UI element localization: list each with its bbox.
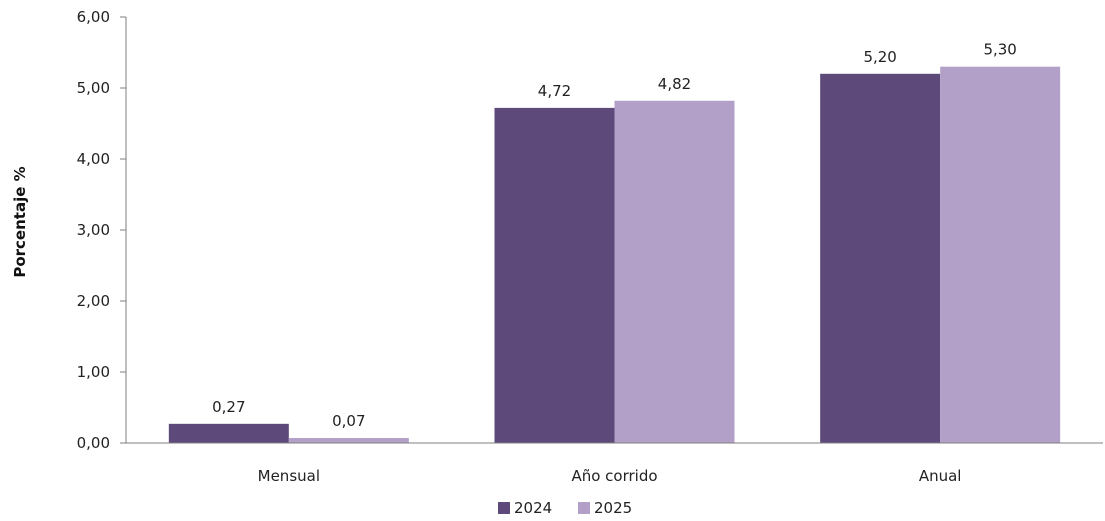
y-tick-label: 6,00	[77, 8, 110, 26]
y-tick-label: 2,00	[77, 292, 110, 310]
x-category-label: Mensual	[258, 467, 320, 485]
y-tick-label: 4,00	[77, 150, 110, 168]
data-label: 4,82	[658, 75, 691, 93]
bar-2024-1	[494, 107, 615, 443]
x-category-label: Anual	[919, 467, 962, 485]
x-category-label: Año corrido	[571, 467, 657, 485]
plot-area: 0,00 1,00 2,00 3,00 4,00 5,00 6,00 0,27 0,07 Mens…	[77, 8, 1103, 485]
bar-2025-1	[614, 100, 735, 443]
legend-label: 2025	[594, 499, 632, 517]
y-tick-label: 0,00	[77, 434, 110, 452]
data-label: 0,27	[212, 398, 245, 416]
data-label: 0,07	[332, 412, 365, 430]
data-label: 4,72	[538, 82, 571, 100]
legend-swatch-2025	[578, 502, 590, 514]
data-label: 5,20	[863, 48, 896, 66]
bar-2024-2	[820, 73, 941, 444]
bar-2024-0	[168, 423, 289, 443]
y-axis-title: Porcentaje %	[11, 166, 29, 277]
y-tick-label: 1,00	[77, 363, 110, 381]
legend-label: 2024	[514, 499, 552, 517]
bar-2025-2	[940, 66, 1061, 443]
legend: 2024 2025	[498, 499, 632, 517]
y-tick-label: 5,00	[77, 79, 110, 97]
bar-2025-0	[288, 438, 409, 443]
data-label: 5,30	[983, 41, 1016, 59]
y-tick-label: 3,00	[77, 221, 110, 239]
legend-swatch-2024	[498, 502, 510, 514]
